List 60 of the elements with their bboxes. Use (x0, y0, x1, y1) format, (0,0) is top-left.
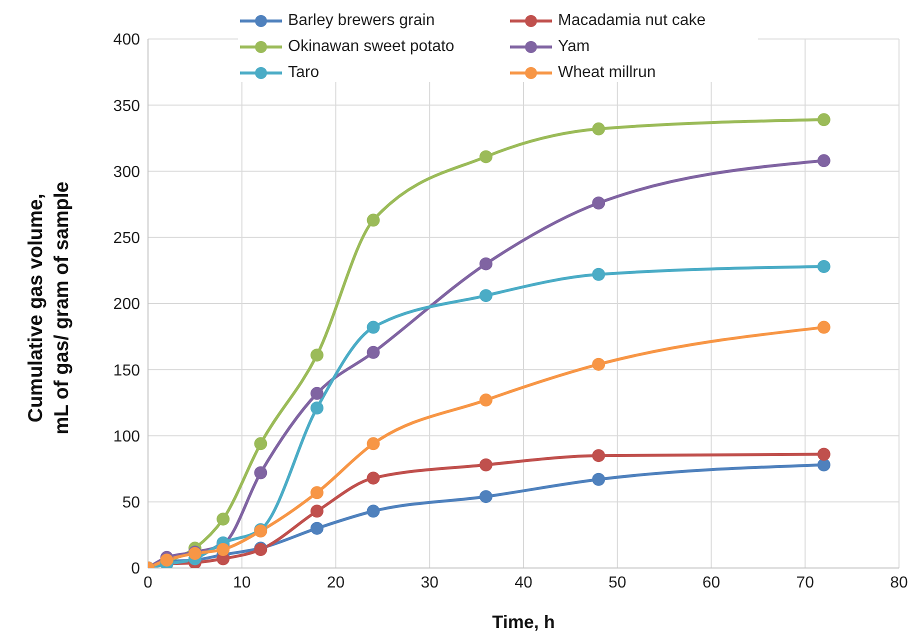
x-tick-label: 30 (420, 574, 439, 592)
point (592, 358, 606, 371)
legend-label: Yam (558, 38, 590, 56)
point (592, 196, 606, 210)
point (216, 512, 230, 526)
point (479, 394, 492, 407)
point (366, 437, 380, 450)
y-tick-label: 400 (113, 32, 140, 49)
point (817, 320, 830, 334)
point (254, 466, 268, 480)
point (366, 504, 380, 518)
point (310, 522, 324, 535)
point (366, 214, 380, 227)
point (366, 346, 380, 359)
point (592, 449, 606, 462)
x-tick-label: 70 (796, 574, 814, 592)
point (817, 458, 830, 472)
y-tick-label: 150 (113, 362, 140, 380)
point (479, 257, 492, 270)
point (592, 122, 606, 136)
legend-label: Wheat millrun (558, 64, 656, 82)
point (254, 437, 268, 450)
x-tick-label: 80 (890, 574, 908, 592)
point (592, 472, 606, 486)
x-tick-label: 20 (326, 574, 345, 592)
y-tick-label: 200 (113, 296, 140, 314)
point (310, 504, 324, 518)
point (817, 154, 830, 168)
point (310, 401, 324, 414)
point (310, 348, 324, 362)
y-tick-label: 250 (113, 230, 140, 248)
x-tick-label: 40 (514, 574, 532, 592)
y-tick-label: 100 (113, 428, 140, 446)
point (817, 260, 830, 273)
point (479, 458, 492, 472)
point (479, 289, 492, 302)
y-tick-label: 300 (113, 164, 140, 181)
y-tick-label: 0 (131, 560, 140, 578)
point (817, 113, 830, 126)
x-tick-label: 50 (608, 574, 626, 592)
point (310, 486, 324, 500)
x-tick-label: 10 (232, 574, 251, 592)
point (592, 268, 606, 281)
point (216, 542, 230, 556)
x-tick-label: 0 (144, 574, 153, 592)
y-tick-label: 350 (113, 98, 140, 115)
point (310, 386, 324, 400)
point (366, 320, 380, 334)
x-axis-title: Time, h (492, 612, 555, 632)
x-tick-label: 60 (702, 574, 720, 592)
point (479, 490, 492, 504)
point (479, 150, 492, 164)
y-axis-title: Cumulative gas volume, mL of gas/ gram of sample (24, 180, 74, 437)
point (817, 448, 830, 461)
legend-label: Okinawan sweet potato (288, 38, 454, 56)
y-tick-label: 50 (122, 494, 140, 512)
legend-label: Taro (288, 64, 320, 82)
legend-label: Macadamia nut cake (558, 12, 706, 30)
legend-label: Barley brewers grain (288, 12, 435, 30)
point (366, 472, 380, 485)
